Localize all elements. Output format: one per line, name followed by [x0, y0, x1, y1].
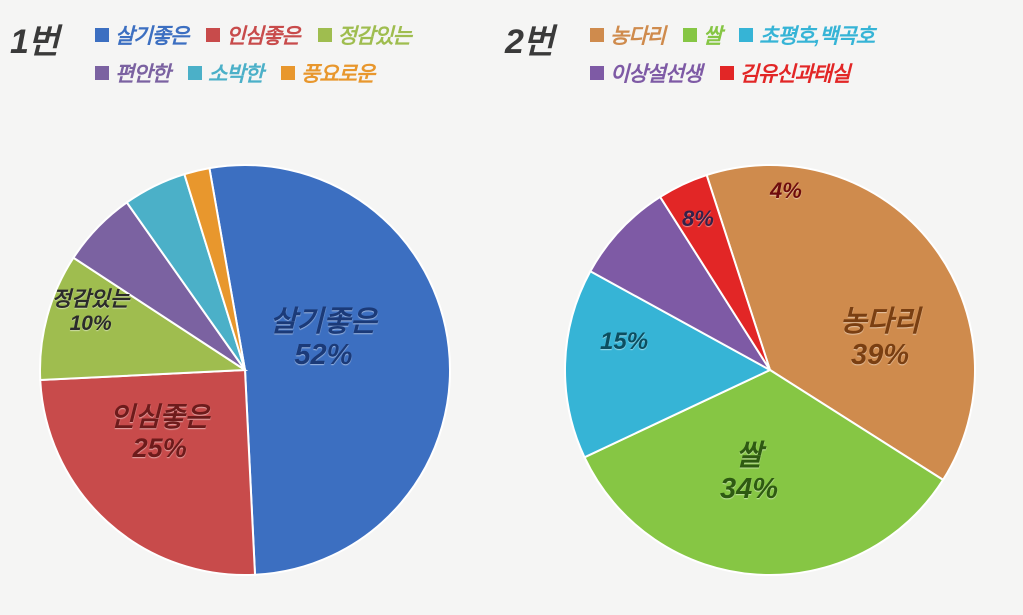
legend-swatch — [720, 66, 734, 80]
legend-label: 정감있는 — [338, 20, 411, 50]
slice-label-pct: 15% — [600, 328, 648, 356]
legend-item: 이상설선생 — [590, 58, 702, 88]
legend-label: 농다리 — [610, 20, 665, 50]
legend-label: 풍요로운 — [301, 58, 374, 88]
chart1-pie — [35, 160, 455, 585]
legend-item: 소박한 — [188, 58, 263, 88]
legend-item: 초평호,백곡호 — [739, 20, 874, 50]
slice-label-pct: 10% — [52, 312, 129, 336]
chart1-pie-svg — [35, 160, 455, 580]
legend-item: 쌀 — [683, 20, 721, 50]
chart2-legend: 농다리 쌀 초평호,백곡호이상설선생 김유신과태실 — [590, 20, 1010, 96]
legend-swatch — [95, 28, 109, 42]
chart1-legend: 살기좋은 인심좋은 정감있는편안한 소박한 풍요로운 — [95, 20, 465, 96]
slice-label-pct: 4% — [770, 178, 802, 203]
chart2-title: 2번 — [505, 14, 553, 63]
slice-label: 15% — [600, 328, 648, 356]
slice-label-text: 살기좋은 — [270, 306, 377, 339]
slice-label-text: 인심좋은 — [110, 402, 209, 433]
legend-item: 김유신과태실 — [720, 58, 850, 88]
legend-item: 농다리 — [590, 20, 665, 50]
slice-label-pct: 39% — [840, 339, 920, 372]
slice-label: 쌀34% — [720, 440, 778, 507]
slice-label: 농다리39% — [840, 306, 920, 373]
legend-label: 초평호,백곡호 — [759, 20, 874, 50]
legend-label: 김유신과태실 — [740, 58, 850, 88]
legend-swatch — [739, 28, 753, 42]
legend-swatch — [188, 66, 202, 80]
legend-label: 인심좋은 — [226, 20, 299, 50]
legend-label: 소박한 — [208, 58, 263, 88]
legend-swatch — [590, 66, 604, 80]
legend-item: 정감있는 — [318, 20, 411, 50]
slice-label-pct: 34% — [720, 473, 778, 506]
charts-container: { "chart1": { "type": "pie", "title": "1… — [0, 0, 1023, 615]
legend-label: 이상설선생 — [610, 58, 702, 88]
legend-label: 쌀 — [703, 20, 721, 50]
slice-label-pct: 8% — [682, 206, 714, 231]
legend-item: 인심좋은 — [206, 20, 299, 50]
pie-slice — [40, 370, 255, 575]
slice-label-pct: 52% — [270, 339, 377, 372]
legend-swatch — [95, 66, 109, 80]
slice-label: 정감있는10% — [52, 288, 129, 336]
legend-swatch — [206, 28, 220, 42]
legend-item: 편안한 — [95, 58, 170, 88]
slice-label: 인심좋은25% — [110, 402, 209, 464]
slice-label-text: 쌀 — [720, 440, 778, 473]
legend-swatch — [590, 28, 604, 42]
legend-swatch — [281, 66, 295, 80]
slice-label: 살기좋은52% — [270, 306, 377, 373]
legend-label: 편안한 — [115, 58, 170, 88]
legend-item: 풍요로운 — [281, 58, 374, 88]
slice-label: 8% — [682, 206, 714, 231]
slice-label-pct: 25% — [110, 433, 209, 464]
legend-swatch — [683, 28, 697, 42]
legend-label: 살기좋은 — [115, 20, 188, 50]
slice-label-text: 농다리 — [840, 306, 920, 339]
slice-label: 4% — [770, 178, 802, 203]
chart1-title: 1번 — [10, 14, 58, 63]
slice-label-text: 정감있는 — [52, 288, 129, 312]
legend-item: 살기좋은 — [95, 20, 188, 50]
legend-swatch — [318, 28, 332, 42]
